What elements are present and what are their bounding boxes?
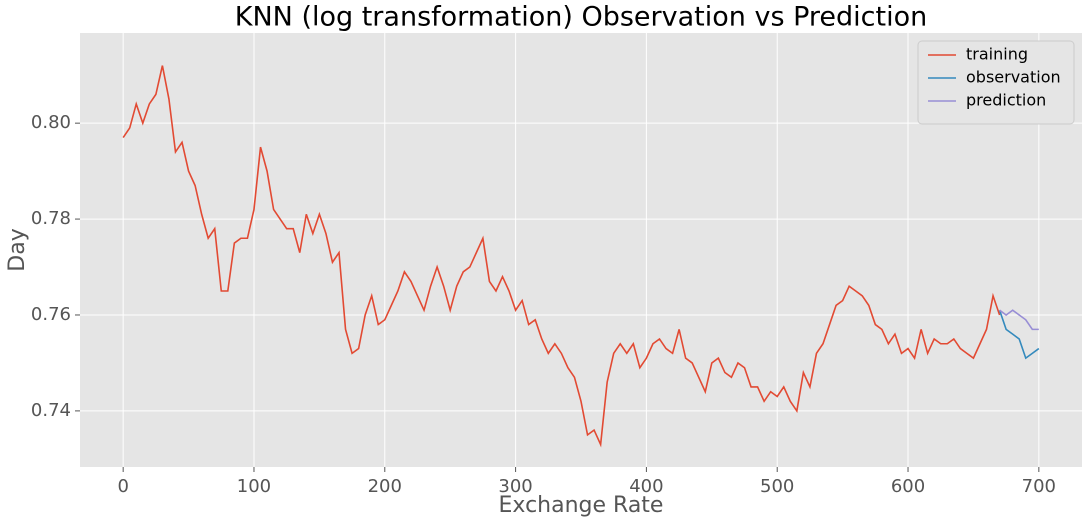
- x-axis-label: Exchange Rate: [499, 493, 664, 518]
- y-tick-label: 0.74: [31, 400, 71, 421]
- chart-title: KNN (log transformation) Observation vs …: [235, 2, 927, 33]
- y-tick-label: 0.80: [31, 112, 71, 133]
- x-tick-label: 700: [1022, 476, 1056, 497]
- x-tick-label: 300: [498, 476, 532, 497]
- series-line: [999, 309, 1039, 331]
- x-tick-label: 400: [629, 476, 663, 497]
- y-tick-label: 0.78: [31, 208, 71, 229]
- x-tick-label: 0: [117, 476, 128, 497]
- legend-box: [917, 40, 1075, 125]
- legend-label: prediction: [966, 91, 1046, 110]
- series-line: [122, 65, 1001, 448]
- plot-area: [80, 33, 1082, 467]
- x-tick-label: 100: [237, 476, 271, 497]
- legend-label: training: [966, 45, 1028, 64]
- x-tick-label: 200: [368, 476, 402, 497]
- y-tick-label: 0.76: [31, 304, 71, 325]
- x-tick-label: 600: [891, 476, 925, 497]
- series-line: [998, 309, 1040, 360]
- y-axis-label: Day: [5, 228, 30, 271]
- x-tick-label: 500: [760, 476, 794, 497]
- legend-label: observation: [966, 68, 1061, 87]
